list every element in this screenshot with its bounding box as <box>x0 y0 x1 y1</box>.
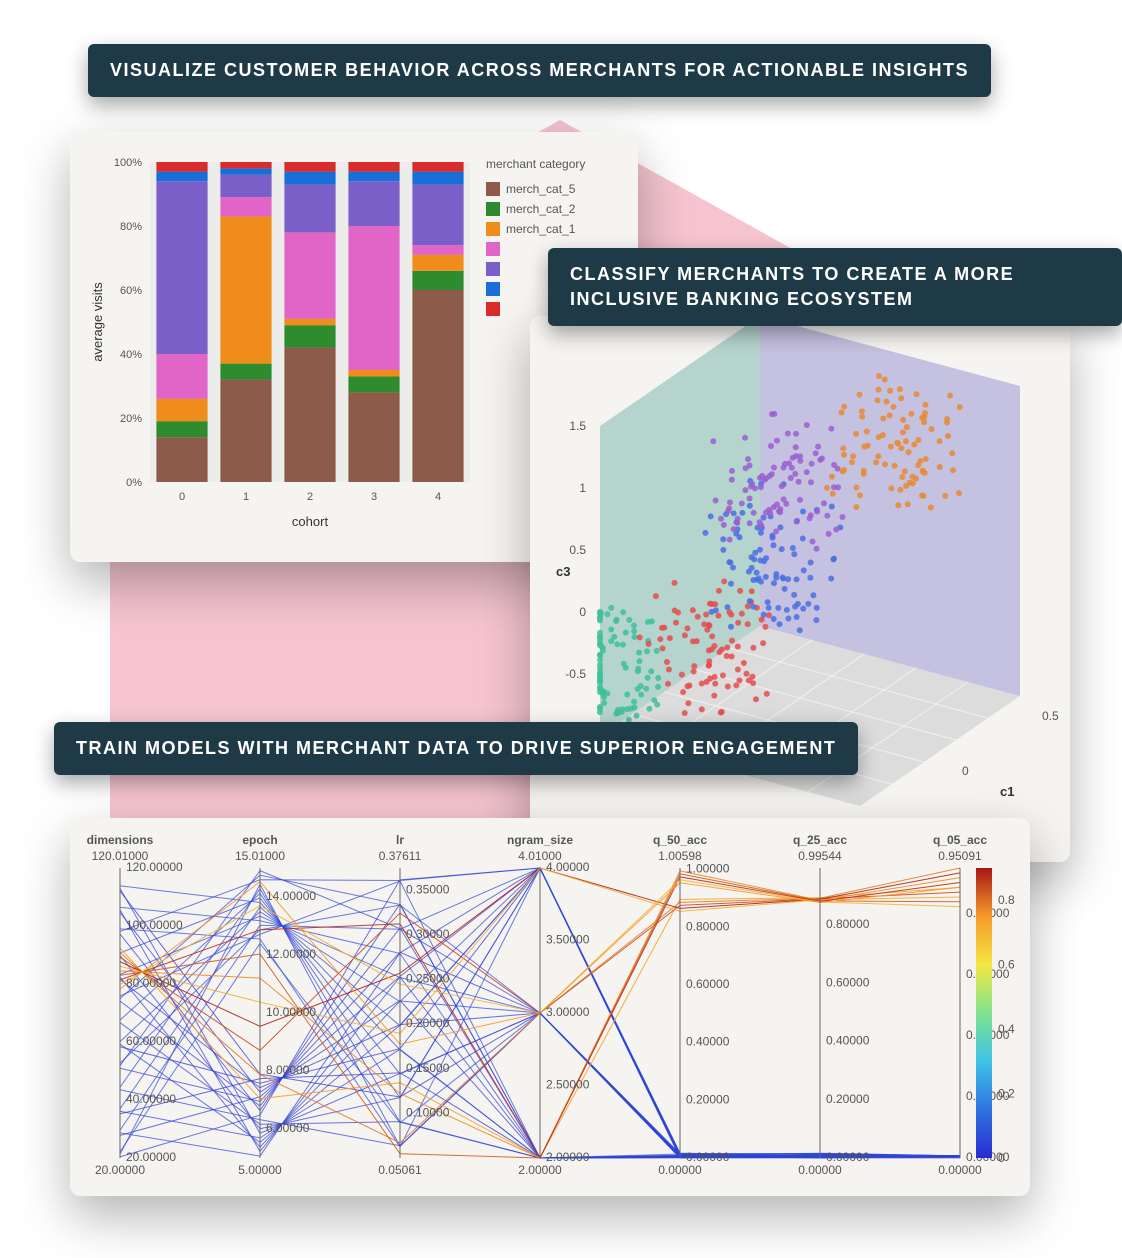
svg-text:10.00000: 10.00000 <box>266 1005 316 1019</box>
svg-text:0%: 0% <box>126 477 142 489</box>
svg-text:0.00000: 0.00000 <box>938 1163 982 1177</box>
svg-text:lr: lr <box>396 833 404 847</box>
svg-text:20.00000: 20.00000 <box>126 1150 176 1164</box>
svg-text:2.00000: 2.00000 <box>518 1163 562 1177</box>
scatter3d-svg: -1-0.500.511.5-0.500.5c3c1 <box>530 316 1070 862</box>
svg-text:c3: c3 <box>556 564 570 579</box>
parallel-chart-panel: dimensions120.0100020.0000020.0000040.00… <box>70 818 1030 1196</box>
svg-text:0.10000: 0.10000 <box>406 1105 450 1119</box>
svg-text:0.20000: 0.20000 <box>406 1016 450 1030</box>
svg-text:0.80000: 0.80000 <box>686 919 730 933</box>
svg-text:0.5: 0.5 <box>569 543 586 557</box>
svg-text:2.00000: 2.00000 <box>546 1150 590 1164</box>
svg-text:merch_cat_1: merch_cat_1 <box>506 222 576 236</box>
svg-text:0.99544: 0.99544 <box>798 849 842 863</box>
svg-text:merch_cat_5: merch_cat_5 <box>506 182 576 196</box>
svg-text:0.00000: 0.00000 <box>686 1150 730 1164</box>
svg-text:3: 3 <box>371 491 377 503</box>
svg-text:0.15000: 0.15000 <box>406 1061 450 1075</box>
svg-text:0: 0 <box>579 605 586 619</box>
svg-text:0.37611: 0.37611 <box>379 849 422 863</box>
svg-text:average visits: average visits <box>90 282 105 362</box>
svg-text:20.00000: 20.00000 <box>95 1163 145 1177</box>
scatter3d-panel: -1-0.500.511.5-0.500.5c3c1 <box>530 316 1070 862</box>
svg-text:60.00000: 60.00000 <box>126 1034 176 1048</box>
svg-text:4: 4 <box>435 491 441 503</box>
svg-text:0.25000: 0.25000 <box>406 972 450 986</box>
svg-text:0.20000: 0.20000 <box>826 1092 870 1106</box>
svg-text:40%: 40% <box>120 349 142 361</box>
svg-text:0.40000: 0.40000 <box>826 1034 870 1048</box>
svg-text:2.50000: 2.50000 <box>546 1078 590 1092</box>
svg-text:0.60000: 0.60000 <box>686 977 730 991</box>
svg-text:60%: 60% <box>120 285 142 297</box>
svg-text:14.00000: 14.00000 <box>266 889 316 903</box>
svg-text:0.8: 0.8 <box>998 893 1015 907</box>
svg-text:epoch: epoch <box>242 833 277 847</box>
svg-text:5.00000: 5.00000 <box>238 1163 282 1177</box>
svg-text:1: 1 <box>243 491 249 503</box>
svg-text:0.00000: 0.00000 <box>798 1163 842 1177</box>
banner-top-text: VISUALIZE CUSTOMER BEHAVIOR ACROSS MERCH… <box>110 60 969 80</box>
svg-text:0.00000: 0.00000 <box>658 1163 702 1177</box>
svg-text:15.01000: 15.01000 <box>235 849 285 863</box>
banner-left: TRAIN MODELS WITH MERCHANT DATA TO DRIVE… <box>54 722 858 775</box>
svg-text:0.35000: 0.35000 <box>406 882 450 896</box>
svg-text:80%: 80% <box>120 221 142 233</box>
svg-text:0.30000: 0.30000 <box>406 927 450 941</box>
svg-text:-0.5: -0.5 <box>565 667 586 681</box>
svg-text:120.00000: 120.00000 <box>126 860 183 874</box>
svg-text:dimensions: dimensions <box>87 833 154 847</box>
svg-text:0.80000: 0.80000 <box>826 917 870 931</box>
svg-text:0.00000: 0.00000 <box>826 1150 870 1164</box>
svg-text:merchant category: merchant category <box>486 157 585 171</box>
svg-text:20%: 20% <box>120 413 142 425</box>
banner-right-text: CLASSIFY MERCHANTS TO CREATE A MORE INCL… <box>570 264 1014 309</box>
svg-text:0.4: 0.4 <box>998 1022 1015 1036</box>
svg-text:1: 1 <box>579 481 586 495</box>
svg-text:c1: c1 <box>1000 784 1014 799</box>
svg-text:4.00000: 4.00000 <box>546 860 590 874</box>
svg-text:ngram_size: ngram_size <box>507 833 573 847</box>
svg-text:0: 0 <box>962 764 969 778</box>
svg-text:0.05061: 0.05061 <box>378 1163 422 1177</box>
svg-text:0.60000: 0.60000 <box>826 975 870 989</box>
parallel-chart-svg: dimensions120.0100020.0000020.0000040.00… <box>70 818 1030 1196</box>
svg-text:12.00000: 12.00000 <box>266 947 316 961</box>
svg-text:0.2: 0.2 <box>998 1087 1015 1101</box>
svg-text:0.40000: 0.40000 <box>686 1035 730 1049</box>
svg-text:merch_cat_2: merch_cat_2 <box>506 202 576 216</box>
svg-text:6.00000: 6.00000 <box>266 1121 310 1135</box>
svg-text:100.00000: 100.00000 <box>126 918 183 932</box>
svg-text:1.00000: 1.00000 <box>686 862 730 876</box>
banner-top: VISUALIZE CUSTOMER BEHAVIOR ACROSS MERCH… <box>88 44 991 97</box>
svg-text:0: 0 <box>179 491 185 503</box>
svg-text:q_25_acc: q_25_acc <box>793 833 847 847</box>
svg-text:0.6: 0.6 <box>998 958 1015 972</box>
svg-text:0.5: 0.5 <box>1042 709 1059 723</box>
svg-text:0.95091: 0.95091 <box>938 849 982 863</box>
svg-text:100%: 100% <box>114 157 142 169</box>
svg-text:3.00000: 3.00000 <box>546 1005 590 1019</box>
svg-text:80.00000: 80.00000 <box>126 976 176 990</box>
svg-text:8.00000: 8.00000 <box>266 1063 310 1077</box>
svg-text:q_50_acc: q_50_acc <box>653 833 707 847</box>
svg-text:0: 0 <box>998 1151 1005 1165</box>
svg-text:1.5: 1.5 <box>569 419 586 433</box>
svg-text:cohort: cohort <box>292 514 329 529</box>
svg-text:40.00000: 40.00000 <box>126 1092 176 1106</box>
banner-right: CLASSIFY MERCHANTS TO CREATE A MORE INCL… <box>548 248 1122 326</box>
svg-text:q_05_acc: q_05_acc <box>933 833 987 847</box>
banner-left-text: TRAIN MODELS WITH MERCHANT DATA TO DRIVE… <box>76 738 836 758</box>
svg-text:0.20000: 0.20000 <box>686 1092 730 1106</box>
svg-text:2: 2 <box>307 491 313 503</box>
svg-text:3.50000: 3.50000 <box>546 933 590 947</box>
